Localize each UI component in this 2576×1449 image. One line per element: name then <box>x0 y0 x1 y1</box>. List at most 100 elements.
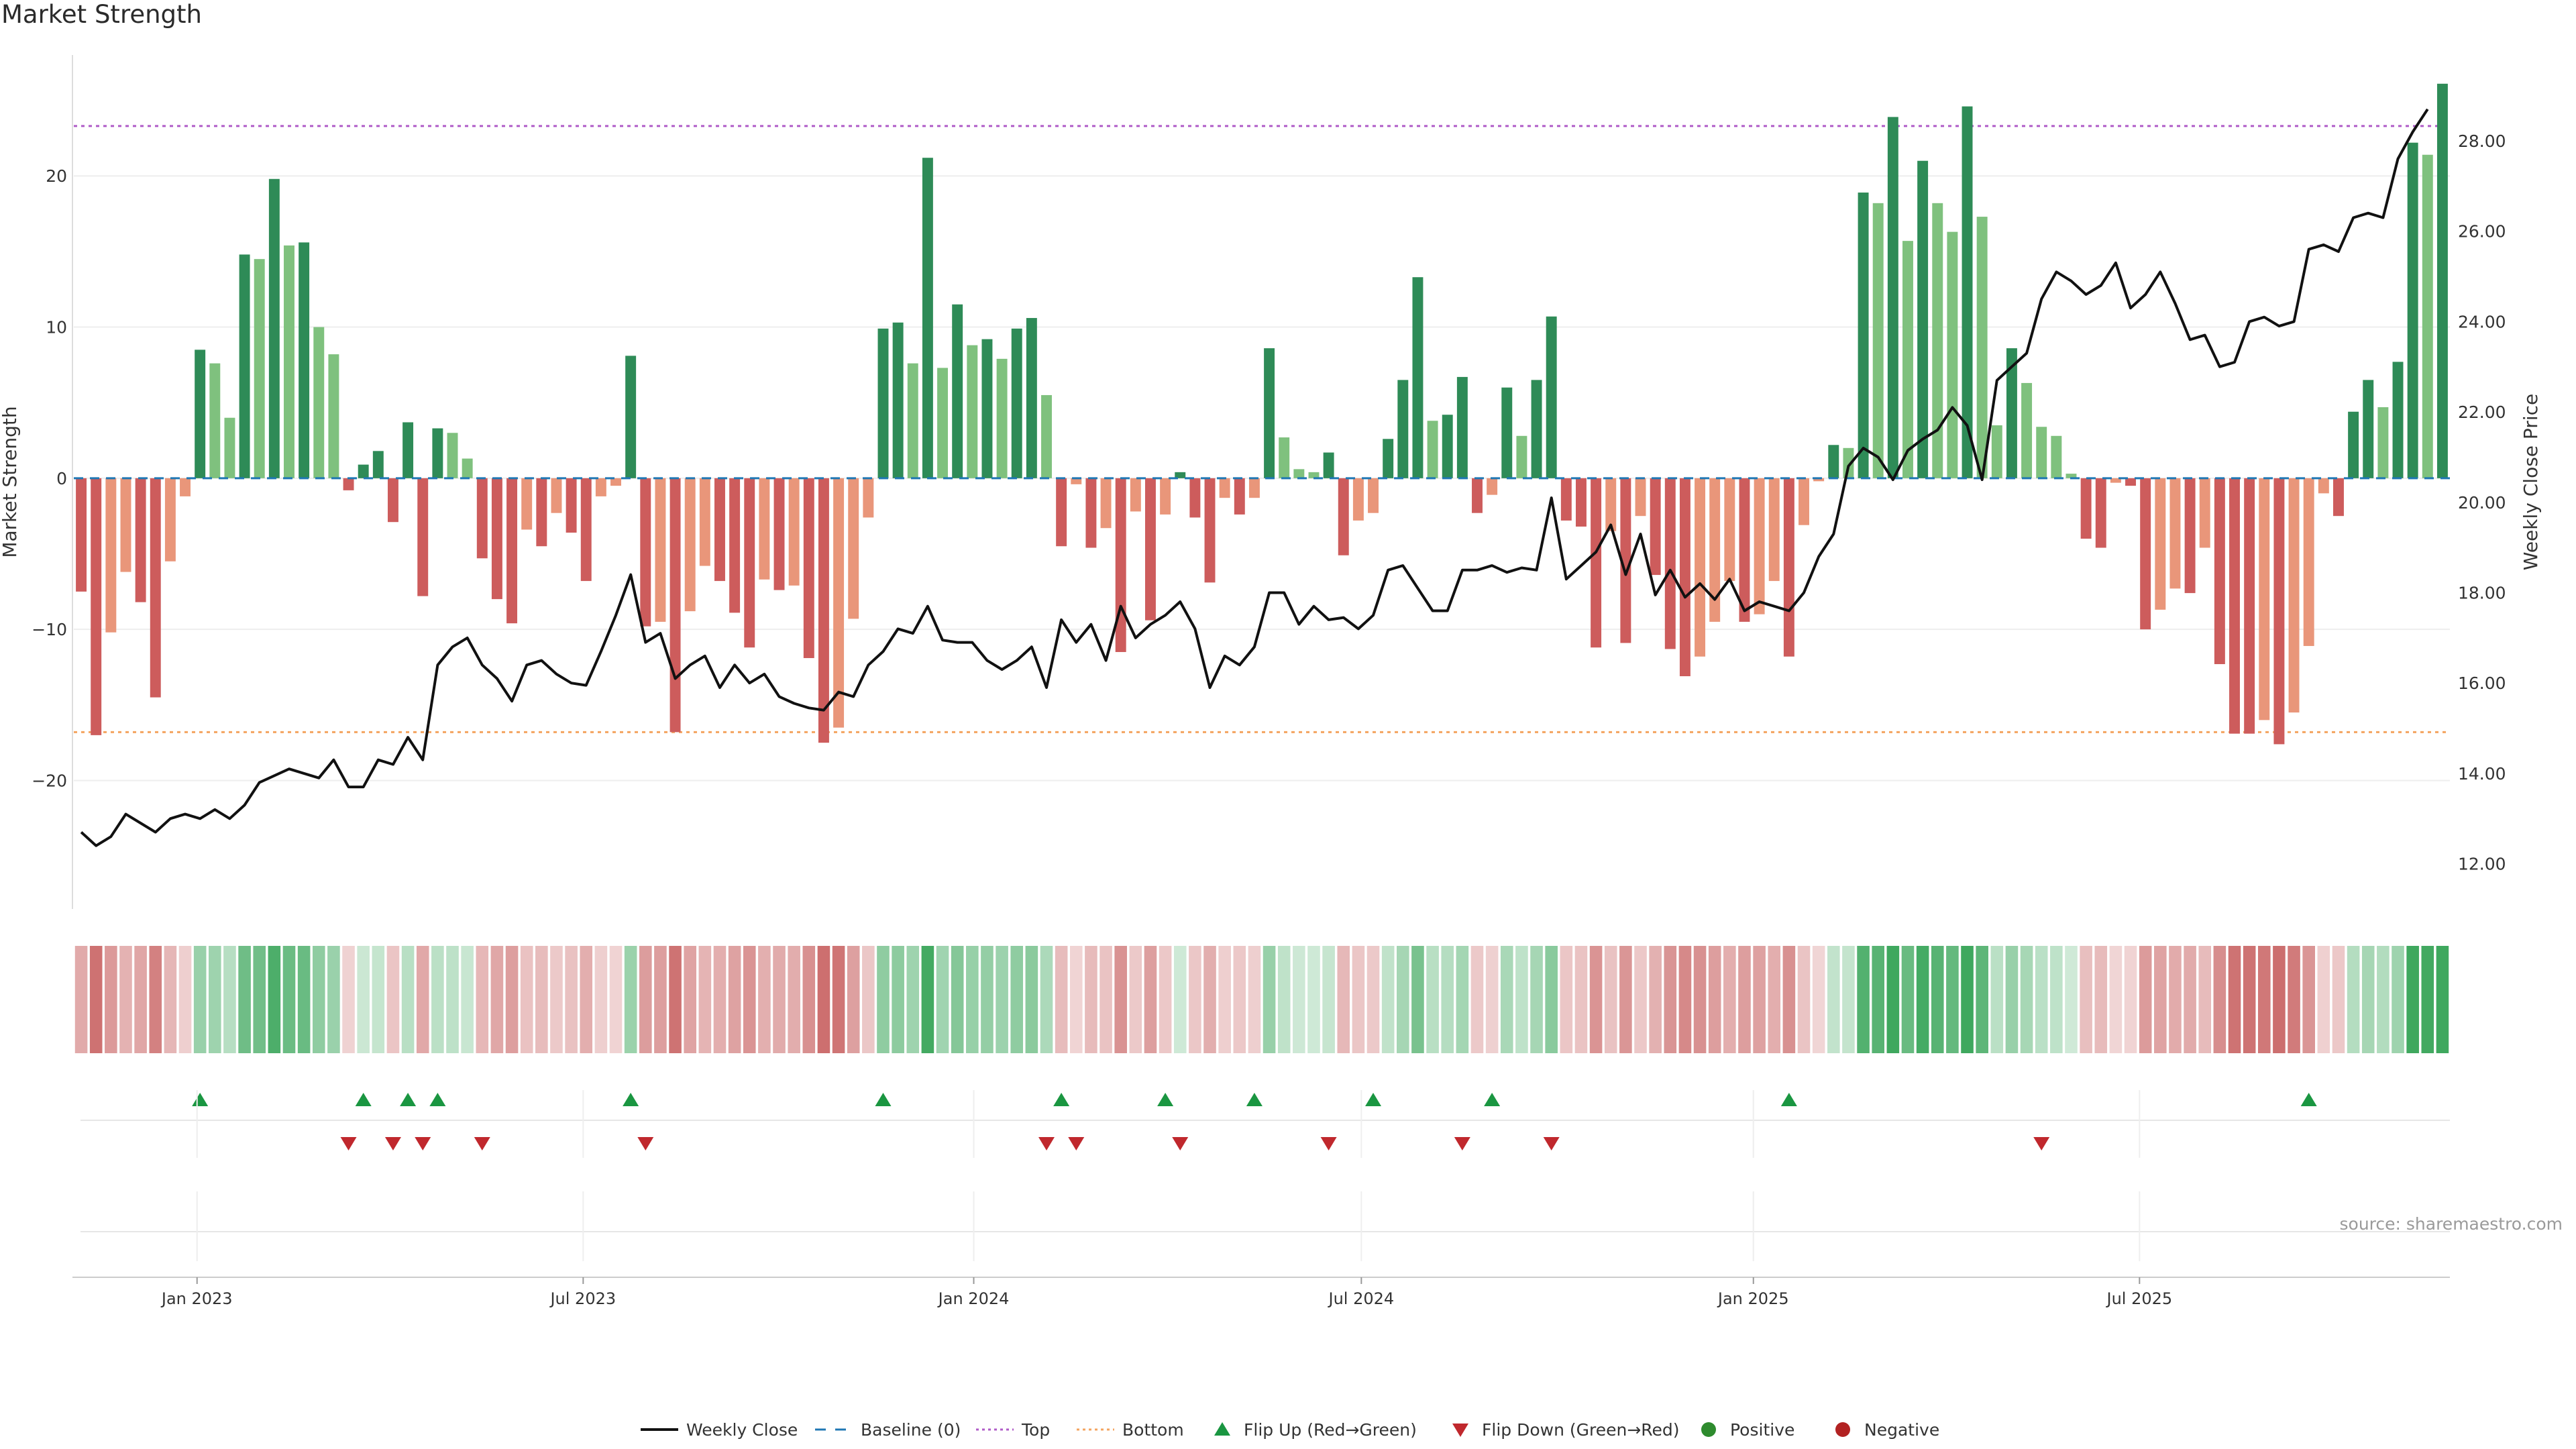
negative-bar <box>580 478 592 582</box>
heat-cell <box>2288 946 2300 1053</box>
heat-cell <box>2361 946 2375 1053</box>
heat-cell <box>550 946 563 1053</box>
heat-cell <box>1411 946 1424 1053</box>
heat-cell <box>2421 946 2434 1053</box>
heat-cell <box>1708 946 1721 1053</box>
heat-cell <box>1441 946 1454 1053</box>
heat-cell <box>2406 946 2419 1053</box>
negative-bar <box>744 478 755 648</box>
negative-bar <box>476 478 488 559</box>
negative-bar <box>1234 478 1245 515</box>
legend-label: Top <box>1021 1420 1050 1440</box>
positive-bar <box>372 451 384 478</box>
heat-cell <box>2257 946 2271 1053</box>
positive-bar <box>952 304 963 478</box>
positive-bar <box>1976 217 1988 478</box>
positive-bar <box>1872 203 1884 478</box>
negative-bar <box>1100 478 1112 529</box>
negative-bar <box>759 478 770 580</box>
source-note: source: sharemaestro.com <box>2339 1214 2563 1234</box>
flip-down-marker <box>1172 1137 1189 1150</box>
positive-bar <box>1828 445 1839 478</box>
legend-label: Negative <box>1864 1420 1939 1440</box>
heat-cell <box>2317 946 2330 1053</box>
negative-bar <box>1605 478 1617 531</box>
heat-cell <box>817 946 830 1053</box>
heat-cell <box>105 946 117 1053</box>
heat-cell <box>1990 946 2004 1053</box>
negative-bar <box>150 478 161 698</box>
heat-cell <box>1055 946 1068 1053</box>
heat-cell <box>193 946 207 1053</box>
heat-cell <box>1768 946 1781 1053</box>
flip-down-marker <box>1068 1137 1085 1150</box>
heat-cell <box>1723 946 1736 1053</box>
heat-cell <box>2332 946 2345 1053</box>
heat-cell <box>209 946 221 1053</box>
y2-tick-label: 16.00 <box>2458 674 2506 693</box>
heat-cell <box>1144 946 1157 1053</box>
heat-cell <box>921 946 934 1053</box>
flip-up-marker <box>1365 1093 1382 1106</box>
heat-cell <box>149 946 162 1053</box>
positive-bar <box>2036 427 2047 478</box>
legend-flip-up-swatch <box>1214 1422 1230 1436</box>
heat-cell <box>684 946 697 1053</box>
negative-bar <box>2080 478 2092 539</box>
heat-cell <box>342 946 355 1053</box>
positive-bar <box>2021 382 2033 478</box>
heat-cell <box>1782 946 1796 1053</box>
heat-cell <box>1604 946 1617 1053</box>
negative-bar <box>551 478 562 513</box>
heat-cell <box>1337 946 1350 1053</box>
negative-bar <box>2169 478 2181 589</box>
negative-bar <box>863 478 874 518</box>
negative-bar <box>120 478 131 572</box>
positive-bar <box>892 322 904 478</box>
heat-cell <box>2005 946 2019 1053</box>
heat-cell <box>312 946 325 1053</box>
negative-bar <box>1650 478 1661 576</box>
heat-cell <box>1381 946 1395 1053</box>
y2-tick-label: 26.00 <box>2458 222 2506 241</box>
positive-bar <box>1427 421 1438 478</box>
positive-bar <box>209 363 221 478</box>
heat-cell <box>89 946 103 1053</box>
negative-bar <box>1620 478 1631 643</box>
heat-cell <box>431 946 444 1053</box>
positive-bar <box>2392 362 2404 478</box>
heat-cell <box>1218 946 1231 1053</box>
negative-bar <box>1813 478 1825 482</box>
legend-label: Weekly Close <box>686 1420 798 1440</box>
y2-tick-label: 14.00 <box>2458 764 2506 784</box>
heat-cell <box>773 946 786 1053</box>
negative-bar <box>2288 478 2300 713</box>
negative-bar <box>2095 478 2106 548</box>
negative-bar <box>669 478 681 733</box>
negative-bar <box>2318 478 2329 494</box>
heat-cell <box>758 946 771 1053</box>
positive-bar <box>224 417 235 478</box>
heat-cell <box>1812 946 1825 1053</box>
heat-cell <box>1619 946 1632 1053</box>
negative-bar <box>2244 478 2255 734</box>
heat-cell <box>2243 946 2256 1053</box>
flip-down-marker <box>384 1137 401 1150</box>
negative-bar <box>105 478 117 633</box>
heat-cell <box>1946 946 1959 1053</box>
negative-bar <box>387 478 398 523</box>
x-tick-label: Jan 2024 <box>937 1289 1010 1308</box>
positive-bar <box>299 242 310 478</box>
heat-cell <box>966 946 979 1053</box>
flip-up-marker <box>623 1093 639 1106</box>
flip-down-marker <box>637 1137 654 1150</box>
heat-cell <box>401 946 415 1053</box>
positive-bar <box>922 158 933 478</box>
heat-cell <box>2228 946 2241 1053</box>
heat-cell <box>580 946 593 1053</box>
flip-up-marker <box>875 1093 892 1106</box>
heat-cell <box>906 946 920 1053</box>
flip-up-marker <box>1484 1093 1501 1106</box>
negative-bar <box>1338 478 1349 555</box>
heat-cell <box>1456 946 1469 1053</box>
